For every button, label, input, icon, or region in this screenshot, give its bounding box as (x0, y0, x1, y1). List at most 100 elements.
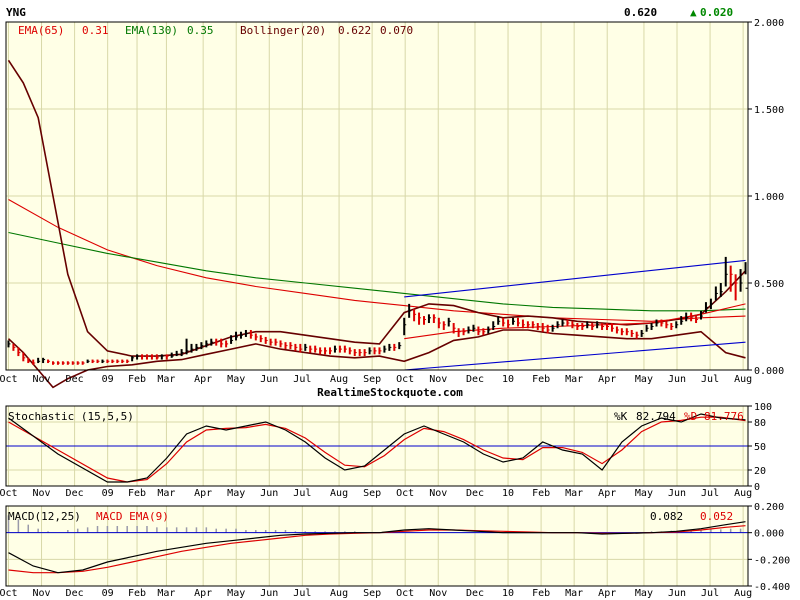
x-tick-label: Nov (33, 488, 51, 499)
x-tick-label: Mar (565, 374, 583, 385)
x-tick-label: Nov (429, 488, 447, 499)
watermark: RealtimeStockquote.com (317, 386, 463, 399)
x-tick-label: Sep (363, 488, 381, 499)
macd-ema-value: 0.052 (700, 510, 733, 523)
stochastic-label: Stochastic (15,5,5) (8, 410, 134, 423)
x-tick-label: Oct (396, 374, 414, 385)
x-tick-label: Aug (734, 488, 752, 499)
x-tick-label: Oct (0, 588, 18, 599)
stochastic-panel: 0 20 50 80 100 Oct Nov Dec 09 Feb Mar Apr May Jun Jul… (0, 402, 772, 499)
stochastic-d-value: 81.776 (704, 410, 744, 423)
trend-upper-line (404, 259, 746, 298)
x-tick-label: Oct (396, 588, 414, 599)
x-tick-label: Jul (701, 374, 719, 385)
x-tick-label: Aug (734, 374, 752, 385)
x-tick-label: Dec (466, 374, 484, 385)
price-bars (7, 256, 748, 365)
x-tick-label: Jun (260, 488, 278, 499)
x-tick-label: Jun (668, 588, 686, 599)
x-tick-label: Nov (33, 374, 51, 385)
macd-series (6, 521, 748, 574)
stochastic-k-line (8, 413, 746, 483)
x-tick-label: 09 (102, 488, 114, 499)
x-tick-label: May (635, 588, 653, 599)
y-tick-label: 0.000 (754, 529, 784, 540)
x-tick-label: Jul (293, 374, 311, 385)
x-tick-label: Mar (565, 488, 583, 499)
x-tick-label: Apr (598, 588, 616, 599)
x-tick-label: Feb (128, 588, 146, 599)
x-tick-label: Jun (260, 374, 278, 385)
y-tick-label: 0.000 (754, 366, 784, 377)
x-tick-label: Dec (66, 488, 84, 499)
bollinger-label: Bollinger(20) (240, 24, 326, 37)
price-grid (6, 21, 748, 371)
ema65-label: EMA(65) (18, 24, 64, 37)
stochastic-d-line (8, 416, 746, 483)
y-tick-label: 80 (754, 418, 766, 429)
stochastic-frame (5, 405, 749, 487)
ema65-value: 0.31 (82, 24, 109, 37)
stochastic-d-label: %D (684, 410, 697, 423)
macd-plot-area (6, 506, 748, 586)
x-tick-label: Aug (734, 588, 752, 599)
x-tick-label: Oct (0, 488, 18, 499)
x-tick-label: Apr (598, 488, 616, 499)
x-tick-label: Aug (330, 374, 348, 385)
bollinger-lower-line (7, 329, 746, 389)
x-tick-label: Jun (668, 374, 686, 385)
x-tick-label: Dec (66, 374, 84, 385)
x-tick-label: Jul (293, 588, 311, 599)
x-tick-label: Feb (128, 374, 146, 385)
price-frame (5, 21, 749, 371)
y-tick-label: -0.400 (754, 582, 790, 593)
x-tick-label: Mar (157, 488, 175, 499)
y-tick-label: -0.200 (754, 555, 790, 566)
x-tick-label: 10 (502, 488, 514, 499)
x-tick-label: Apr (194, 374, 212, 385)
y-tick-label: 50 (754, 442, 766, 453)
y-tick-label: 0 (754, 482, 760, 493)
stochastic-k-value: 82.794 (636, 410, 676, 423)
last-price: 0.620 (624, 6, 657, 19)
x-tick-label: Oct (396, 488, 414, 499)
x-tick-label: May (227, 588, 245, 599)
y-tick-label: 20 (754, 466, 766, 477)
change-arrow-icon: ▲ (690, 6, 697, 19)
trend-lower-line (404, 341, 746, 371)
x-tick-label: Sep (363, 588, 381, 599)
x-tick-label: Mar (565, 588, 583, 599)
y-tick-label: 1.000 (754, 192, 784, 203)
x-tick-label: Feb (532, 374, 550, 385)
price-series (7, 59, 747, 389)
x-tick-label: Sep (363, 374, 381, 385)
y-tick-label: 0.200 (754, 502, 784, 513)
x-tick-label: Apr (194, 588, 212, 599)
macd-line (8, 521, 746, 574)
x-tick-label: Dec (466, 588, 484, 599)
ema130-label: EMA(130) (125, 24, 178, 37)
x-tick-label: Jun (260, 588, 278, 599)
x-tick-label: Nov (429, 374, 447, 385)
x-tick-label: Mar (157, 588, 175, 599)
price-change: 0.020 (700, 6, 733, 19)
bollinger-width: 0.070 (380, 24, 413, 37)
x-tick-label: Nov (429, 588, 447, 599)
x-tick-label: Oct (0, 374, 18, 385)
x-tick-label: May (227, 374, 245, 385)
ema130-line (8, 231, 746, 312)
stochastic-k-label: %K (614, 410, 628, 423)
x-tick-label: 10 (502, 374, 514, 385)
y-tick-label: 100 (754, 402, 772, 413)
x-tick-label: Dec (66, 588, 84, 599)
x-tick-label: May (635, 488, 653, 499)
x-tick-label: Aug (330, 488, 348, 499)
symbol-label: YNG (6, 6, 26, 19)
x-tick-label: Jul (293, 488, 311, 499)
macd-ema-label: MACD EMA(9) (96, 510, 169, 523)
macd-y-ticks: -0.400 -0.200 0.000 0.200 (748, 502, 790, 593)
macd-panel: -0.400 -0.200 0.000 0.200 Oct Nov Dec 09 Feb Mar… (0, 502, 790, 599)
x-tick-label: 09 (102, 374, 114, 385)
stochastic-x-ticks: Oct Nov Dec 09 Feb Mar Apr May Jun Jul Aug Sep Oct No… (0, 488, 752, 499)
